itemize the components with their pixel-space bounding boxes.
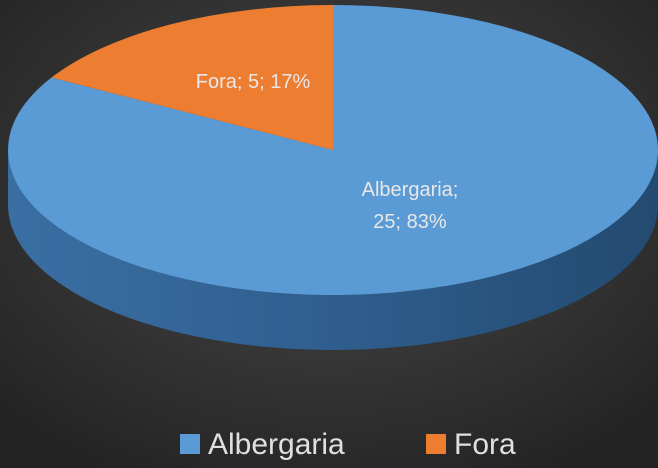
data-label: Albergaria; 25; 83%: [361, 179, 459, 233]
legend-label: Albergaria: [208, 428, 345, 461]
slice: [8, 5, 658, 295]
slice-side: [8, 150, 658, 350]
slice: [51, 5, 333, 150]
legend-swatch: [180, 434, 200, 454]
data-label: Fora; 5; 17%: [195, 71, 311, 93]
legend-swatch: [426, 434, 446, 454]
legend-label: Fora: [454, 428, 516, 461]
